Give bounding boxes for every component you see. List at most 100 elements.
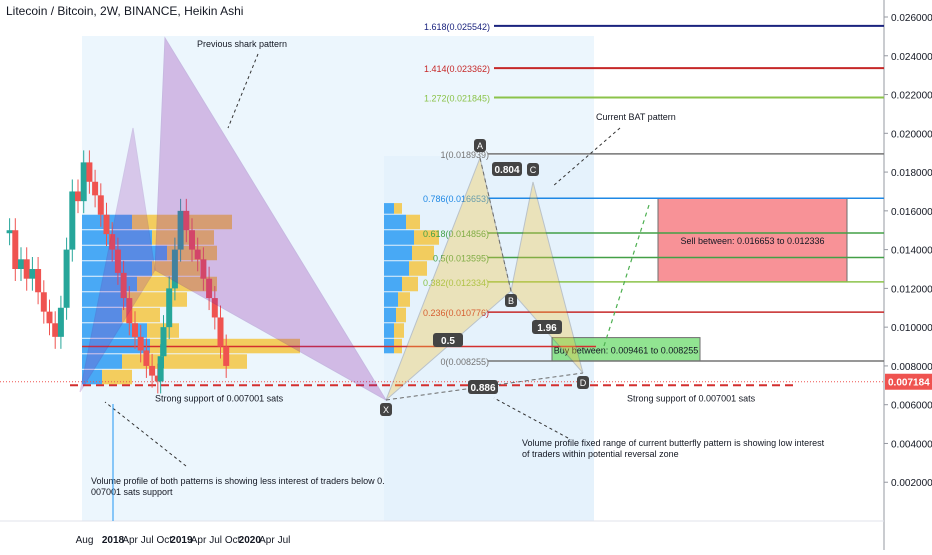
ratio-marker [468, 380, 498, 394]
candle-body [206, 278, 213, 299]
y-tick-label: 0.010000 [891, 323, 932, 334]
candle-body [183, 210, 190, 231]
candle-body [149, 365, 156, 376]
volume-profile-bar [406, 214, 420, 230]
x-tick-label: Jul [278, 535, 291, 546]
y-tick-label: 0.026000 [891, 13, 932, 24]
pattern-point-marker [527, 163, 539, 176]
sell-zone-label: Sell between: 0.016653 to 0.012336 [680, 236, 824, 246]
ratio-label: 0.5 [441, 336, 455, 347]
volume-profile-bar [82, 369, 102, 385]
annotation-volume-profile-current: Volume profile fixed range of current bu… [522, 438, 825, 459]
fib-level-label: 0.618(0.014856) [423, 229, 489, 239]
y-tick-label: 0.004000 [891, 439, 932, 450]
volume-profile-bar [394, 323, 404, 338]
fib-level-label: 1.618(0.025542) [424, 22, 490, 32]
volume-profile-bar [82, 307, 122, 323]
candle-body [177, 210, 184, 250]
volume-profile-bar [384, 230, 414, 245]
y-tick-label: 0.014000 [891, 246, 932, 257]
ratio-marker [532, 320, 562, 334]
x-tick-label: Apr [259, 535, 275, 546]
y-tick-label: 0.002000 [891, 478, 932, 489]
volume-profile-bar [82, 230, 152, 245]
fib-level-label: 1.272(0.021845) [424, 94, 490, 104]
chart-title: Litecoin / Bitcoin, 2W, BINANCE, Heikin … [6, 4, 244, 18]
ratio-marker [492, 162, 522, 176]
x-tick-label: Apr [122, 535, 138, 546]
x-tick-label: 2020 [239, 535, 262, 546]
candle-body [23, 259, 30, 279]
pattern-point-label: C [530, 165, 537, 175]
volume-profile-bar [412, 245, 434, 261]
candle-body [217, 317, 224, 347]
bat-ab-line [479, 157, 512, 292]
volume-profile-bar [82, 323, 147, 338]
candle-body [103, 214, 110, 235]
volume-profile-bar [384, 261, 409, 276]
candle-body [137, 336, 144, 351]
volume-profile-bar [384, 276, 402, 292]
y-tick-label: 0.024000 [891, 52, 932, 63]
candle-body [29, 269, 36, 279]
current-price-label: 0.007184 [888, 378, 930, 389]
support-label: Strong support of 0.007001 sats [627, 393, 756, 403]
y-tick-label: 0.022000 [891, 91, 932, 102]
volume-profile-bar [122, 354, 247, 369]
pattern-point-marker [505, 294, 517, 307]
candle-body [194, 249, 201, 260]
candle-body [52, 323, 59, 337]
candle-body [132, 323, 138, 337]
fib-level-label: 1.414(0.023362) [424, 64, 490, 74]
volume-profile-bar [402, 276, 418, 292]
candle-body [166, 288, 173, 328]
volume-profile-bar [102, 369, 132, 385]
pattern-point-label: D [580, 378, 587, 388]
x-tick-label: Aug [76, 535, 94, 546]
candle-body [143, 350, 150, 366]
fib-level-label: 0.382(0.012334) [423, 278, 489, 288]
candle-body [75, 191, 81, 202]
annotation-arrow [104, 401, 187, 467]
ratio-label: 0.804 [494, 165, 519, 176]
y-tick-label: 0.016000 [891, 207, 932, 218]
candle-body [35, 269, 42, 293]
candle-body [12, 230, 19, 269]
support-label: Strong support of 0.007001 sats [155, 393, 284, 403]
candle-body [211, 298, 218, 318]
candle-body [57, 307, 64, 337]
pattern-point-label: B [508, 296, 514, 306]
volume-profile-bar [394, 203, 402, 214]
shark-triangle-2 [154, 36, 388, 402]
candle-body [69, 191, 76, 250]
y-tick-label: 0.018000 [891, 168, 932, 179]
volume-profile-bar [414, 230, 439, 245]
ratio-label: 0.886 [470, 383, 495, 394]
pattern-point-marker [380, 403, 392, 416]
current-price-tag [885, 373, 932, 390]
candle-body [92, 181, 99, 196]
projection-arrow [603, 204, 650, 347]
candle-body [86, 162, 93, 182]
fib-level-label: 1(0.018939) [440, 150, 489, 160]
annotation-arrow [552, 127, 621, 187]
ratio-marker [433, 333, 463, 347]
y-tick-label: 0.020000 [891, 129, 932, 140]
candle-body [157, 356, 164, 382]
pattern-point-label: A [477, 141, 483, 151]
candle-body [114, 249, 121, 273]
annotation-volume-profile-both: Volume profile of both patterns is showi… [91, 476, 385, 497]
candle-body [126, 298, 133, 324]
candle-body [6, 230, 13, 234]
x-tick-label: 2018 [102, 535, 125, 546]
candle-body [160, 327, 167, 357]
candle-body [189, 230, 195, 250]
fib-level-label: 0.786(0.016653) [423, 194, 489, 204]
x-tick-label: Jul [141, 535, 154, 546]
candle-body [40, 292, 47, 312]
volume-profile-bar [82, 292, 127, 307]
annotation-bat: Current BAT pattern [596, 112, 676, 122]
volume-profile-bar [384, 292, 398, 307]
